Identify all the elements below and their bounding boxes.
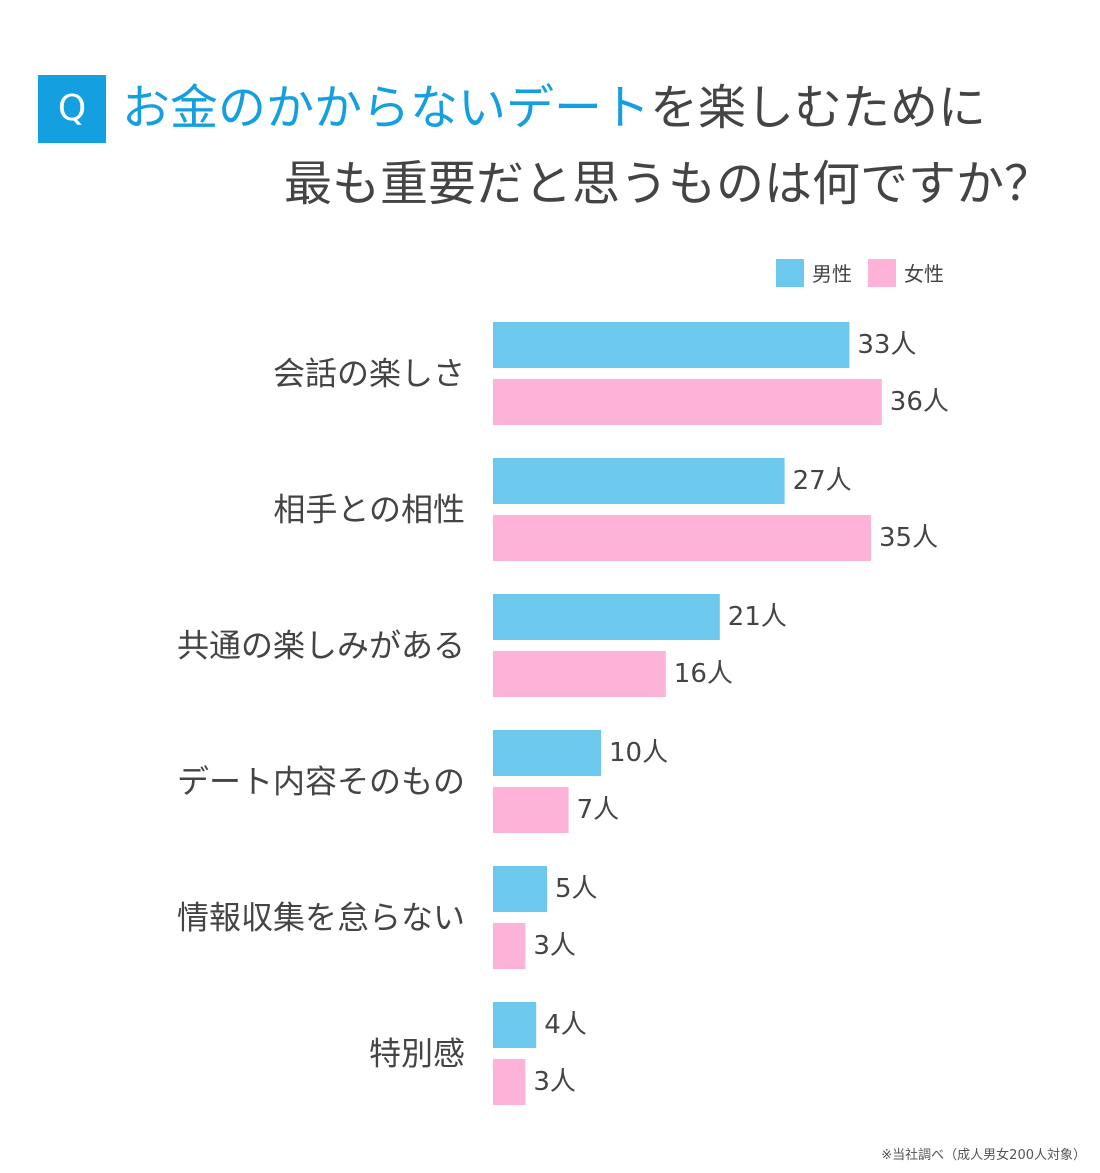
data-label-female: 16人 [674, 659, 733, 689]
legend-label-male: 男性 [812, 262, 852, 286]
title-rest: を楽しむために [650, 80, 987, 136]
category-label: 相手との相性 [273, 491, 465, 529]
category-label: 共通の楽しみがある [177, 627, 465, 665]
data-label-male: 27人 [793, 466, 852, 496]
data-label-male: 5人 [555, 874, 598, 904]
legend-swatch-male [776, 258, 804, 287]
bar-male [493, 1002, 537, 1048]
bar-female [493, 787, 569, 833]
footnote: ※当社調べ（成人男女200人対象） [881, 1148, 1086, 1163]
bar-female [493, 379, 882, 425]
bar-male [493, 458, 785, 504]
title-highlight: お金のかからないデート [122, 80, 651, 136]
data-label-female: 7人 [577, 795, 620, 825]
category-label: 特別感 [369, 1035, 465, 1073]
bar-female [493, 1059, 526, 1105]
bar-female [493, 923, 526, 969]
legend: 男性 女性 [776, 258, 960, 287]
data-label-male: 33人 [857, 330, 916, 360]
data-label-male: 21人 [728, 602, 787, 632]
data-label-female: 3人 [533, 931, 576, 961]
category-label: 会話の楽しさ [273, 355, 465, 393]
data-label-male: 4人 [544, 1010, 587, 1040]
chart-title-line1: お金のかからないデートを楽しむために [122, 80, 986, 136]
data-label-female: 36人 [890, 387, 949, 417]
category-label: デート内容そのもの [177, 763, 465, 801]
data-label-female: 3人 [533, 1067, 576, 1097]
bar-male [493, 866, 547, 912]
legend-swatch-female [868, 258, 896, 287]
data-label-male: 10人 [609, 738, 668, 768]
category-label: 情報収集を怠らない [177, 899, 465, 937]
bar-female [493, 515, 871, 561]
bar-male [493, 594, 720, 640]
bar-male [493, 730, 601, 776]
chart-title-line2: 最も重要だと思うものは何ですか？ [283, 156, 1052, 212]
question-badge: Q [38, 75, 106, 143]
bar-female [493, 651, 666, 697]
data-label-female: 35人 [879, 523, 938, 553]
legend-label-female: 女性 [904, 262, 944, 286]
legend-item-male: 男性 [776, 258, 852, 287]
bar-male [493, 322, 850, 368]
legend-item-female: 女性 [868, 258, 944, 287]
